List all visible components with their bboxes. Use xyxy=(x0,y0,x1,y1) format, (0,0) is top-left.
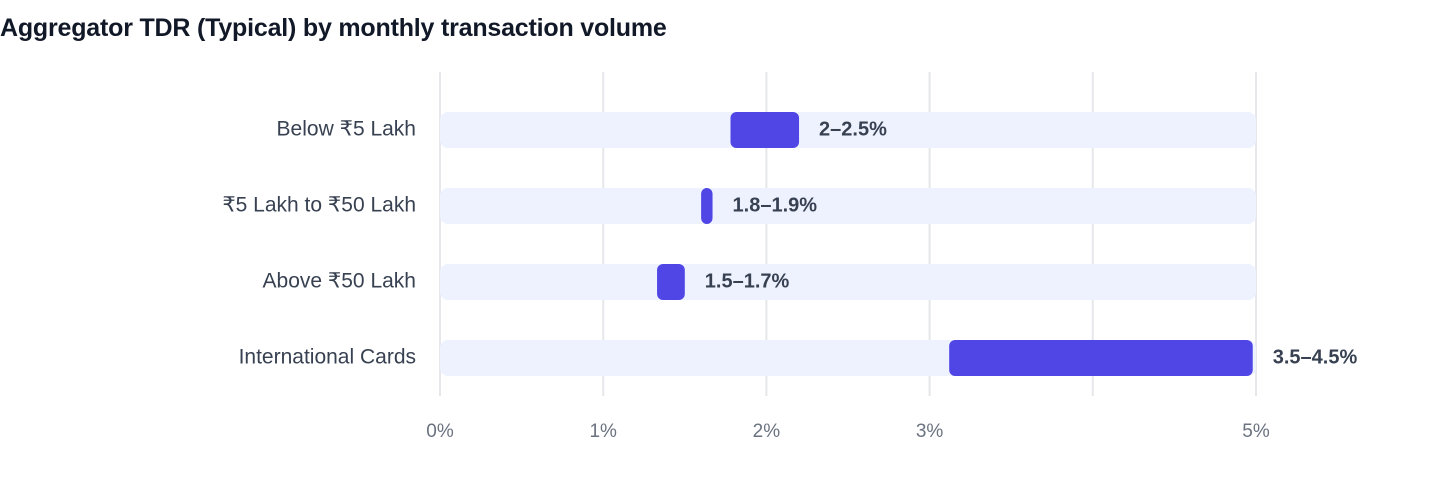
range-bar xyxy=(657,264,685,300)
x-tick-label: 5% xyxy=(1242,421,1270,442)
range-bar xyxy=(701,188,713,224)
category-labels: Below ₹5 Lakh ₹5 Lakh to ₹50 Lakh Above ₹5… xyxy=(222,118,416,369)
bar-track xyxy=(440,112,1256,148)
bar-track xyxy=(440,264,1256,300)
range-bar xyxy=(949,340,1253,376)
x-tick-label: 0% xyxy=(426,421,454,442)
value-label: 1.5–1.7% xyxy=(705,270,790,292)
category-label: Below ₹5 Lakh xyxy=(277,118,416,141)
bar-track xyxy=(440,188,1256,224)
range-bar xyxy=(730,112,800,148)
category-label: Above ₹50 Lakh xyxy=(263,270,416,293)
bar-tracks xyxy=(440,112,1256,376)
x-tick-label: 1% xyxy=(589,421,617,442)
value-label: 1.8–1.9% xyxy=(733,194,818,216)
category-label: International Cards xyxy=(239,346,416,369)
x-axis-tick-labels: 0% 1% 2% 3% 5% xyxy=(426,421,1270,442)
category-label: ₹5 Lakh to ₹50 Lakh xyxy=(222,194,416,217)
x-tick-label: 2% xyxy=(753,421,781,442)
range-bars xyxy=(657,112,1253,376)
value-labels: 2–2.5% 1.8–1.9% 1.5–1.7% 3.5–4.5% xyxy=(705,118,1358,368)
value-label: 2–2.5% xyxy=(819,118,887,140)
value-label: 3.5–4.5% xyxy=(1273,346,1358,368)
x-tick-label: 3% xyxy=(916,421,944,442)
chart-title: Aggregator TDR (Typical) by monthly tran… xyxy=(0,14,667,42)
